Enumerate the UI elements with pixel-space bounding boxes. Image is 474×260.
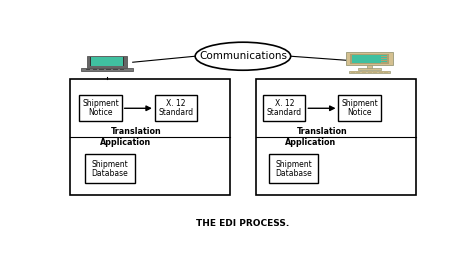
FancyBboxPatch shape — [382, 60, 387, 61]
Text: Shipment: Shipment — [341, 99, 378, 108]
FancyBboxPatch shape — [113, 69, 118, 70]
FancyBboxPatch shape — [352, 55, 387, 63]
Text: Standard: Standard — [267, 108, 302, 117]
FancyBboxPatch shape — [358, 68, 382, 70]
FancyBboxPatch shape — [373, 72, 377, 73]
FancyBboxPatch shape — [92, 69, 97, 70]
FancyBboxPatch shape — [367, 72, 372, 73]
FancyBboxPatch shape — [70, 79, 230, 195]
Ellipse shape — [195, 42, 291, 70]
Text: Translation: Translation — [111, 127, 162, 136]
FancyBboxPatch shape — [382, 62, 387, 63]
FancyBboxPatch shape — [86, 69, 91, 70]
FancyBboxPatch shape — [92, 70, 97, 71]
FancyBboxPatch shape — [120, 70, 125, 71]
FancyBboxPatch shape — [356, 71, 361, 72]
Text: Shipment: Shipment — [91, 160, 128, 169]
FancyBboxPatch shape — [256, 79, 416, 195]
FancyBboxPatch shape — [382, 58, 387, 59]
Text: Shipment: Shipment — [275, 160, 312, 169]
Text: Standard: Standard — [158, 108, 193, 117]
FancyBboxPatch shape — [85, 154, 135, 183]
FancyBboxPatch shape — [106, 70, 111, 71]
FancyBboxPatch shape — [367, 64, 372, 69]
FancyBboxPatch shape — [100, 70, 104, 71]
FancyBboxPatch shape — [373, 71, 377, 72]
Text: X. 12: X. 12 — [166, 99, 186, 108]
FancyBboxPatch shape — [351, 72, 355, 73]
Text: Notice: Notice — [347, 108, 372, 117]
FancyBboxPatch shape — [82, 68, 133, 71]
FancyBboxPatch shape — [86, 70, 91, 71]
FancyBboxPatch shape — [382, 56, 387, 57]
FancyBboxPatch shape — [362, 72, 366, 73]
FancyBboxPatch shape — [379, 71, 383, 72]
Text: X. 12: X. 12 — [274, 99, 294, 108]
FancyBboxPatch shape — [91, 57, 123, 66]
FancyBboxPatch shape — [384, 71, 388, 72]
FancyBboxPatch shape — [367, 71, 372, 72]
FancyBboxPatch shape — [351, 71, 355, 72]
FancyBboxPatch shape — [106, 69, 111, 70]
Text: Database: Database — [91, 169, 128, 178]
Text: Communications: Communications — [199, 51, 287, 61]
FancyBboxPatch shape — [263, 95, 305, 121]
Text: Application: Application — [100, 138, 151, 147]
FancyBboxPatch shape — [362, 71, 366, 72]
FancyBboxPatch shape — [338, 95, 381, 121]
FancyBboxPatch shape — [113, 70, 118, 71]
FancyBboxPatch shape — [269, 154, 318, 183]
FancyBboxPatch shape — [100, 69, 104, 70]
FancyBboxPatch shape — [384, 72, 388, 73]
FancyBboxPatch shape — [155, 95, 197, 121]
FancyBboxPatch shape — [346, 52, 393, 65]
Text: THE EDI PROCESS.: THE EDI PROCESS. — [196, 219, 290, 228]
FancyBboxPatch shape — [80, 95, 122, 121]
FancyBboxPatch shape — [349, 71, 390, 73]
Text: Application: Application — [285, 138, 337, 147]
FancyBboxPatch shape — [90, 57, 125, 66]
FancyBboxPatch shape — [87, 56, 127, 68]
FancyBboxPatch shape — [120, 69, 125, 70]
Text: Translation: Translation — [297, 127, 347, 136]
Text: Notice: Notice — [88, 108, 113, 117]
Text: Shipment: Shipment — [82, 99, 119, 108]
FancyBboxPatch shape — [350, 54, 389, 64]
Text: Database: Database — [275, 169, 312, 178]
FancyBboxPatch shape — [356, 72, 361, 73]
FancyBboxPatch shape — [379, 72, 383, 73]
